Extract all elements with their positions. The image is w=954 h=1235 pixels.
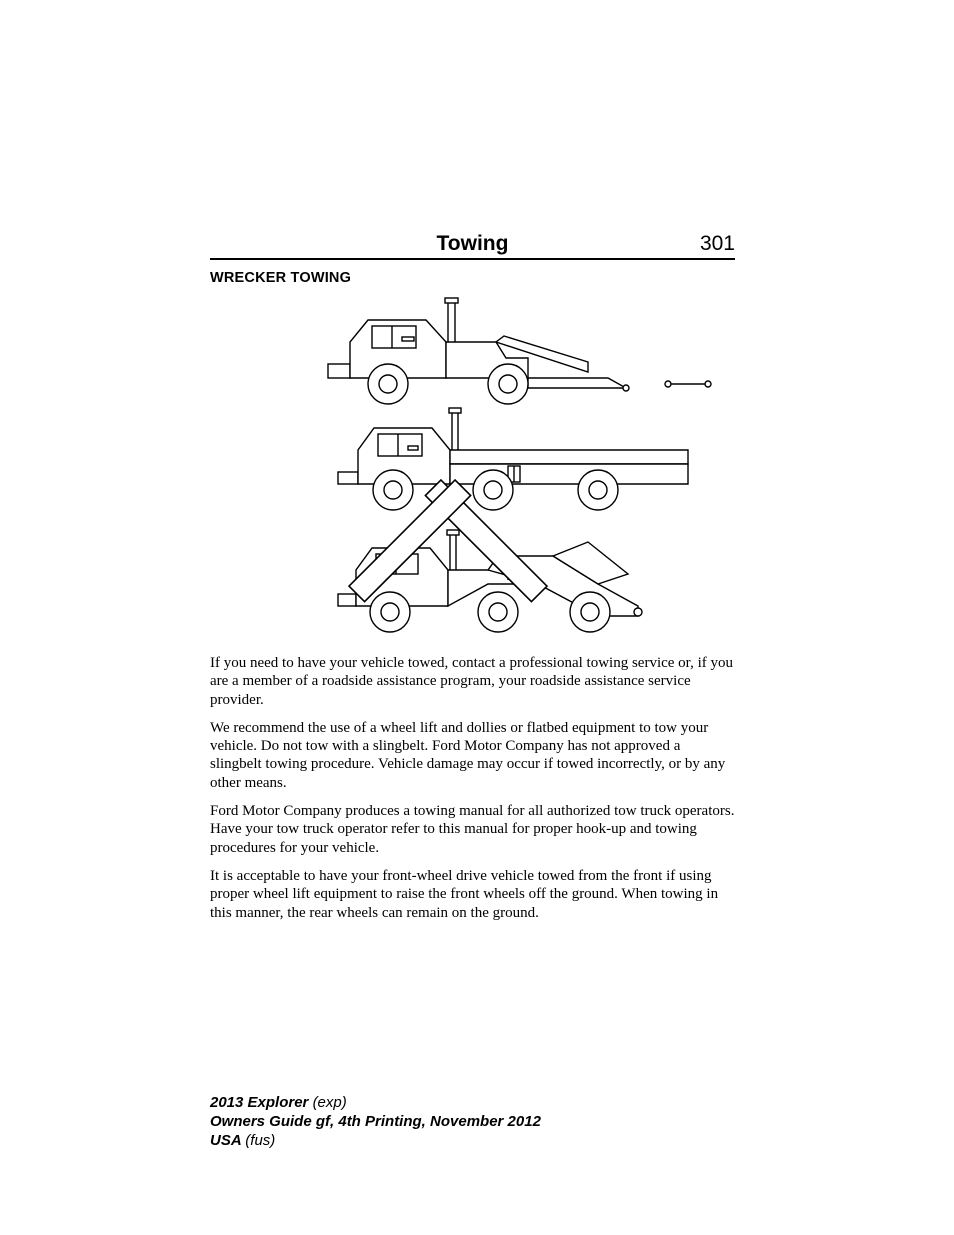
chapter-title: Towing — [270, 232, 675, 256]
page-number: 301 — [675, 232, 735, 256]
page-footer: 2013 Explorer (exp) Owners Guide gf, 4th… — [210, 1094, 735, 1150]
footer-line-1: 2013 Explorer (exp) — [210, 1094, 735, 1113]
paragraph-3: Ford Motor Company produces a towing man… — [210, 802, 735, 857]
footer-model: 2013 Explorer — [210, 1094, 313, 1111]
page-header: Towing 301 — [210, 232, 735, 260]
footer-line-3: USA (fus) — [210, 1132, 735, 1151]
towing-illustration — [210, 292, 735, 642]
paragraph-2: We recommend the use of a wheel lift and… — [210, 719, 735, 792]
footer-model-code: (exp) — [313, 1094, 347, 1111]
paragraph-4: It is acceptable to have your front-whee… — [210, 867, 735, 922]
footer-region: USA — [210, 1132, 245, 1149]
paragraph-1: If you need to have your vehicle towed, … — [210, 654, 735, 709]
footer-line-2: Owners Guide gf, 4th Printing, November … — [210, 1113, 735, 1132]
section-heading: WRECKER TOWING — [210, 270, 735, 286]
footer-region-code: (fus) — [245, 1132, 275, 1149]
page-content: Towing 301 WRECKER TOWING — [210, 232, 735, 932]
tow-trucks-svg — [233, 292, 713, 642]
